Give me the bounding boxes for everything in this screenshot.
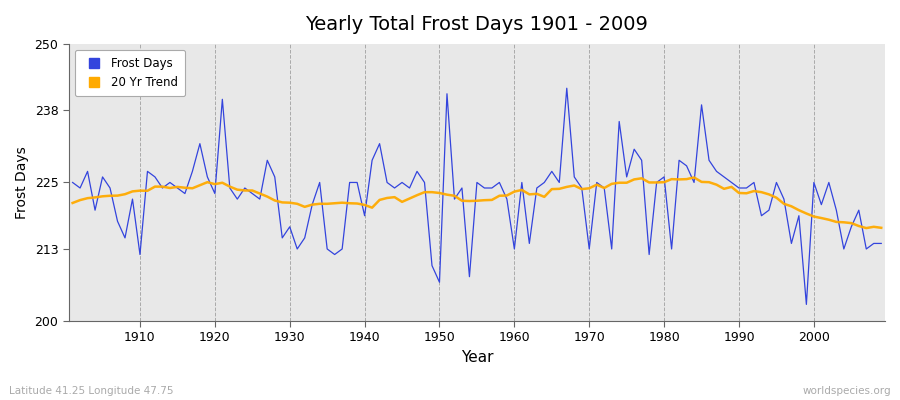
X-axis label: Year: Year	[461, 350, 493, 365]
Legend: Frost Days, 20 Yr Trend: Frost Days, 20 Yr Trend	[75, 50, 185, 96]
Y-axis label: Frost Days: Frost Days	[15, 146, 29, 219]
Text: Latitude 41.25 Longitude 47.75: Latitude 41.25 Longitude 47.75	[9, 386, 174, 396]
Text: worldspecies.org: worldspecies.org	[803, 386, 891, 396]
Title: Yearly Total Frost Days 1901 - 2009: Yearly Total Frost Days 1901 - 2009	[305, 15, 648, 34]
